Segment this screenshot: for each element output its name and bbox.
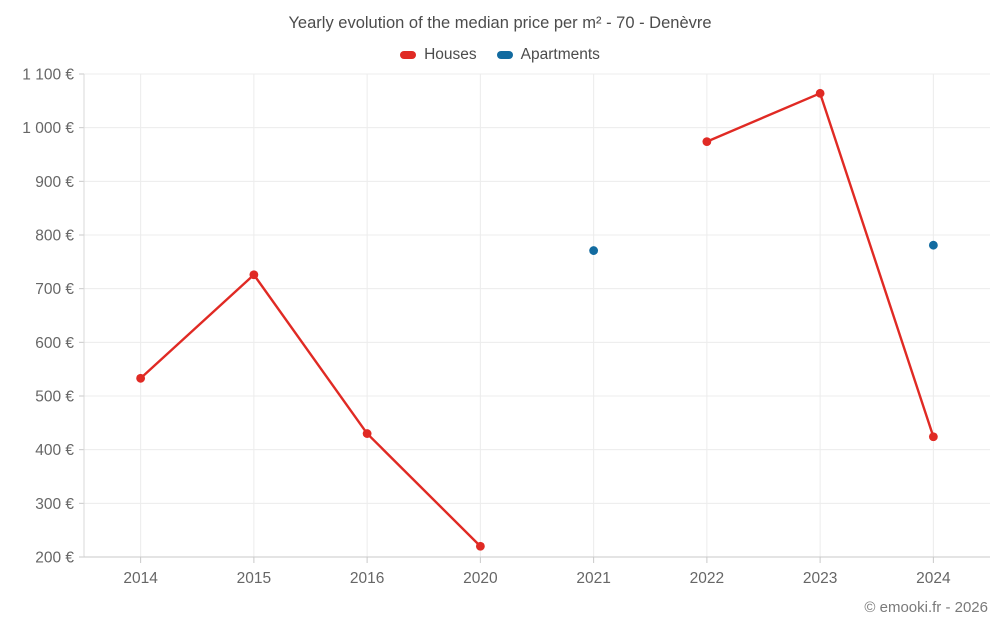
y-tick-label: 600 €	[35, 335, 74, 352]
x-tick-label: 2021	[576, 570, 610, 587]
data-point-houses-2023[interactable]	[815, 88, 825, 98]
x-tick-label: 2014	[123, 570, 158, 587]
legend-item-houses[interactable]: Houses	[400, 46, 477, 64]
y-tick-label: 1 100 €	[22, 67, 74, 84]
y-tick-label: 900 €	[35, 174, 74, 191]
x-tick-label: 2015	[237, 570, 271, 587]
data-point-houses-2022[interactable]	[702, 137, 712, 147]
legend: Houses Apartments	[0, 46, 1000, 64]
x-tick-label: 2024	[916, 570, 951, 587]
y-tick-label: 300 €	[35, 496, 74, 513]
x-tick-label: 2022	[690, 570, 724, 587]
y-tick-label: 200 €	[35, 550, 74, 567]
legend-label-apartments: Apartments	[520, 46, 600, 63]
y-tick-label: 700 €	[35, 281, 74, 298]
series-line-houses	[139, 273, 482, 548]
y-tick-label: 800 €	[35, 228, 74, 245]
houses-series-swatch-icon	[400, 51, 417, 59]
data-point-houses-2015[interactable]	[249, 270, 259, 280]
y-tick-label: 400 €	[35, 442, 74, 459]
y-tick-label: 500 €	[35, 389, 74, 406]
x-tick-label: 2023	[803, 570, 837, 587]
data-point-houses-2014[interactable]	[136, 373, 146, 383]
legend-item-apartments[interactable]: Apartments	[496, 46, 600, 64]
data-point-houses-2020[interactable]	[475, 541, 485, 551]
x-tick-label: 2020	[463, 570, 498, 587]
legend-label-houses: Houses	[424, 46, 477, 63]
data-point-apartments-2021[interactable]	[589, 246, 599, 255]
copyright: © emooki.fr - 2026	[864, 599, 988, 616]
apartments-series-swatch-icon	[496, 51, 513, 59]
data-point-houses-2024[interactable]	[928, 432, 938, 442]
x-tick-label: 2016	[350, 570, 384, 587]
data-point-apartments-2024[interactable]	[928, 240, 938, 250]
y-tick-label: 1 000 €	[22, 120, 74, 137]
chart-title: Yearly evolution of the median price per…	[288, 14, 712, 32]
data-point-houses-2016[interactable]	[362, 429, 372, 438]
